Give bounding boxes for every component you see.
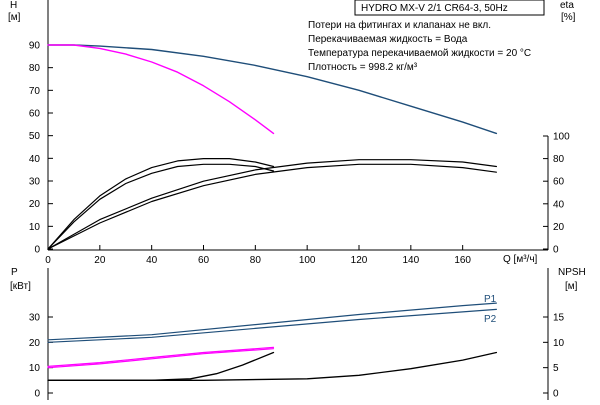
eta-axis-unit: [%]: [561, 12, 576, 23]
q-tick-label: 40: [146, 255, 158, 266]
pump-title: HYDRO MX-V 2/1 CR64-3, 50Hz: [361, 3, 508, 14]
npsh-axis-title: NPSH: [558, 267, 586, 278]
h-tick-label: 90: [29, 40, 41, 51]
curve-P2: [47, 308, 497, 343]
q-tick-label: 160: [454, 255, 471, 266]
h-tick-label: 70: [29, 86, 41, 97]
curve-P_reduced_2: [47, 348, 275, 369]
curve-NPSH_2: [47, 351, 498, 381]
h-tick-label: 20: [29, 199, 41, 210]
h-tick-label: 60: [29, 108, 41, 119]
eta-tick-label: 20: [553, 222, 565, 233]
top-panel: 0 10 20 30 40 50 60 70 80 90 0 20 40 60 80 100 0 20 40 60 80…: [29, 0, 570, 266]
curve-eta_2_inner: [47, 163, 497, 250]
p-tick-label: 0: [34, 389, 40, 400]
q-tick-label: 80: [250, 255, 262, 266]
eta-tick-label: 100: [553, 132, 570, 143]
p-axis-title: P: [11, 267, 18, 278]
eta-tick-label: 0: [553, 245, 559, 256]
info-line-1: Перекачиваемая жидкость = Вода: [308, 34, 468, 45]
npsh-tick-label: 10: [553, 338, 565, 349]
p-axis-unit: [кВт]: [10, 281, 31, 292]
h-tick-label: 40: [29, 154, 41, 165]
q-tick-label: 20: [94, 255, 106, 266]
q-tick-label: 0: [45, 255, 51, 266]
h-axis-unit: [м]: [8, 12, 21, 23]
curve-eta_1_inner: [47, 163, 275, 250]
title-frame: [354, 0, 545, 16]
h-tick-label: 10: [29, 222, 41, 233]
series-label-p2: P2: [484, 314, 497, 325]
npsh-tick-label: 5: [553, 363, 559, 374]
curve-P_reduced_1: [47, 346, 275, 367]
h-tick-label: 50: [29, 131, 41, 142]
curve-H_reduced: [47, 44, 275, 135]
q-tick-label: 140: [402, 255, 419, 266]
q-tick-label: 100: [299, 255, 316, 266]
title-box: HYDRO MX-V 2/1 CR64-3, 50Hz: [354, 0, 545, 16]
info-block: Потери на фитингах и клапанах не вкл. Пе…: [308, 19, 531, 73]
q-tick-label: 60: [198, 255, 210, 266]
q-tick-label: 120: [351, 255, 368, 266]
curve-P1: [47, 302, 497, 341]
p-tick-label: 10: [29, 363, 41, 374]
npsh-tick-label: 15: [553, 312, 565, 323]
h-tick-label: 0: [34, 245, 40, 256]
bottom-panel: 0 10 20 30 0 5 10 15: [29, 268, 565, 400]
h-tick-label: 30: [29, 176, 41, 187]
curve-eta_2_outer: [47, 159, 497, 250]
info-line-3: Плотность = 998.2 кг/м³: [308, 62, 418, 73]
p-tick-label: 30: [29, 313, 41, 324]
npsh-tick-label: 0: [553, 389, 559, 400]
h-tick-label: 80: [29, 63, 41, 74]
h-axis-title: H: [10, 0, 17, 11]
q-axis-label: Q [м³/ч]: [503, 254, 538, 265]
p-tick-label: 20: [29, 338, 41, 349]
eta-tick-label: 60: [553, 177, 565, 188]
info-line-2: Температура перекачиваемой жидкости = 20…: [308, 48, 531, 59]
series-label-p1: P1: [484, 294, 497, 305]
eta-tick-label: 40: [553, 199, 565, 210]
eta-axis-title: eta: [560, 0, 574, 11]
curve-eta_1_outer: [47, 158, 275, 250]
npsh-axis-unit: [м]: [565, 281, 578, 292]
eta-tick-label: 80: [553, 154, 565, 165]
curve-H_single: [47, 44, 498, 135]
info-line-0: Потери на фитингах и клапанах не вкл.: [308, 19, 491, 31]
